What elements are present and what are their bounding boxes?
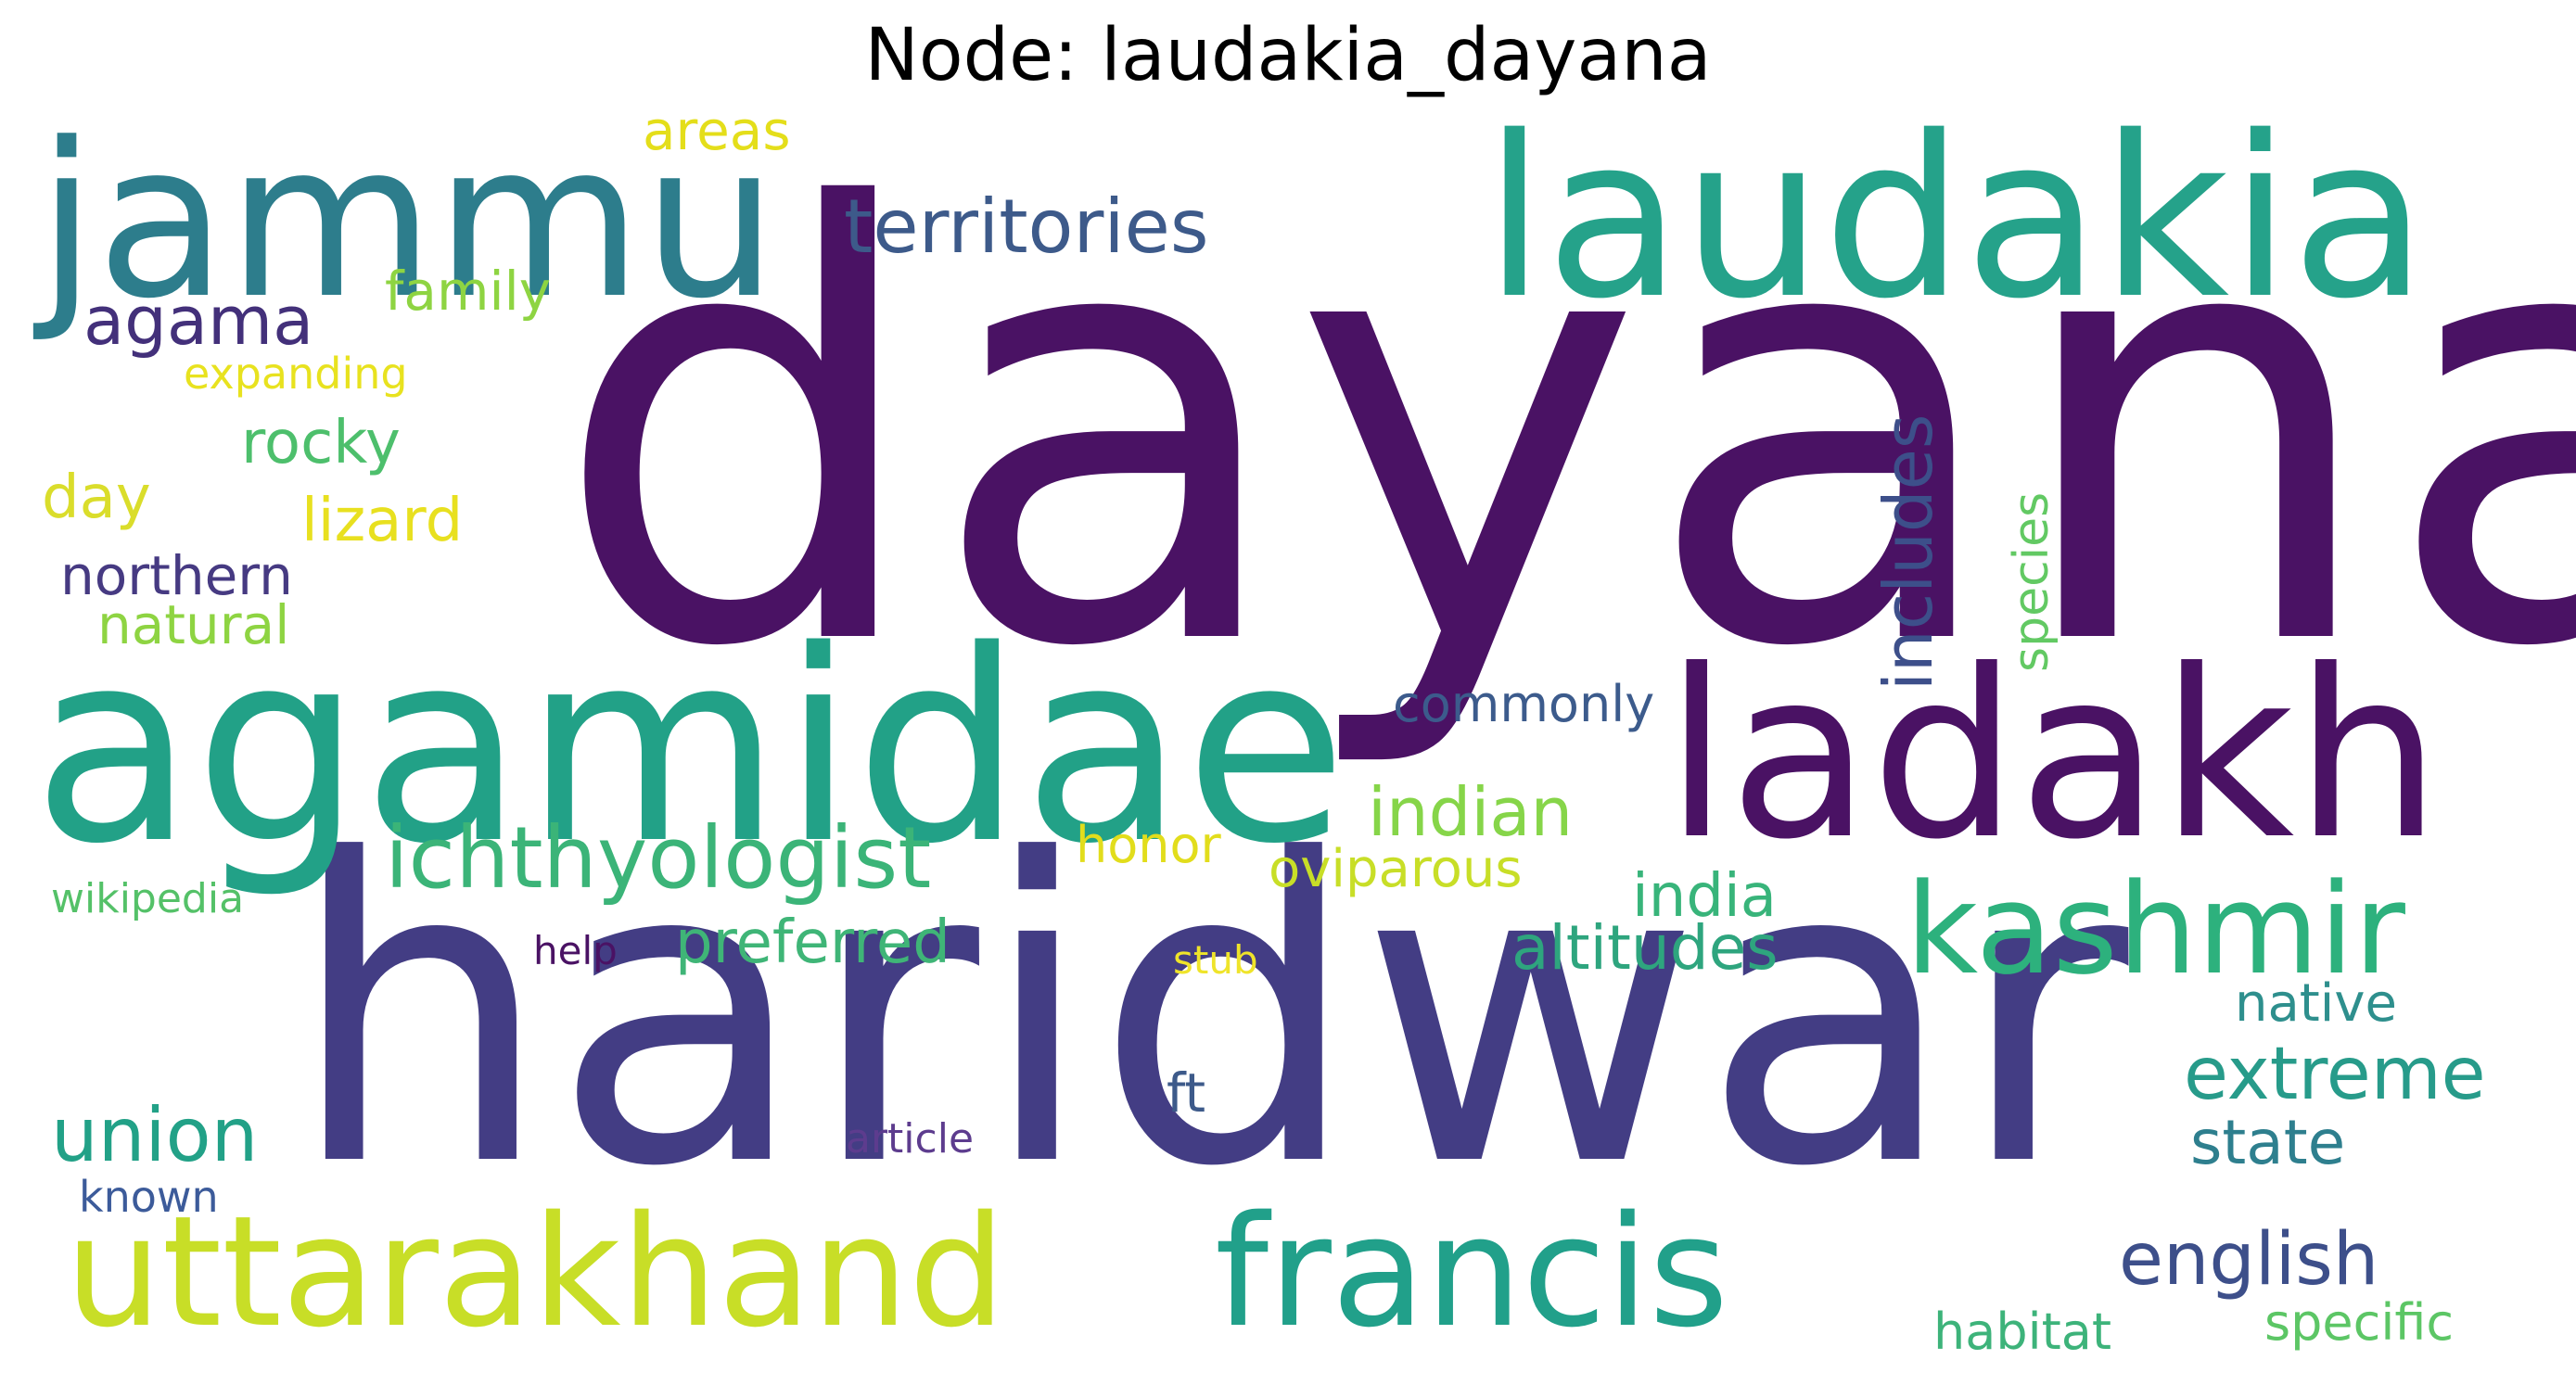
word-stub: stub	[1173, 937, 1258, 983]
word-uttarakhand: uttarakhand	[65, 1183, 1006, 1361]
word-habitat: habitat	[1933, 1303, 2112, 1361]
word-oviparous: oviparous	[1269, 839, 1523, 899]
word-natural: natural	[97, 593, 290, 656]
word-native: native	[2235, 973, 2397, 1034]
word-dayana: dayana	[552, 85, 2576, 776]
word-francis: francis	[1215, 1183, 1729, 1361]
word-honor: honor	[1076, 816, 1221, 874]
word-english: english	[2119, 1218, 2379, 1302]
word-specific: specific	[2264, 1293, 2455, 1352]
chart-title: Node: laudakia_dayana	[864, 14, 1712, 97]
word-agamidae: agamidae	[32, 594, 1347, 902]
word-indian: indian	[1368, 773, 1574, 851]
word-haridwar: haridwar	[287, 772, 2129, 1258]
word-help: help	[533, 928, 618, 973]
word-day: day	[42, 464, 151, 532]
word-species: species	[2004, 491, 2060, 672]
word-northern: northern	[60, 544, 293, 607]
word-altitudes: altitudes	[1511, 912, 1779, 984]
word-ichthyologist: ichthyologist	[385, 808, 932, 908]
word-article: article	[846, 1115, 975, 1163]
word-preferred: preferred	[675, 909, 950, 977]
word-commonly: commonly	[1393, 675, 1655, 733]
word-india: india	[1632, 862, 1777, 931]
word-includes: includes	[1869, 413, 1947, 691]
word-rocky: rocky	[241, 409, 401, 477]
word-ladakh: ladakh	[1664, 620, 2442, 890]
word-territories: territories	[844, 184, 1209, 270]
word-areas: areas	[643, 99, 791, 162]
word-expanding: expanding	[184, 349, 408, 399]
word-lizard: lizard	[301, 487, 464, 555]
word-known: known	[79, 1172, 219, 1222]
word-family: family	[385, 260, 552, 323]
word-union: union	[51, 1092, 259, 1178]
word-ft: ft	[1167, 1061, 1206, 1125]
word-kashmir: kashmir	[1906, 857, 2405, 1002]
word-jammu: jammu	[37, 98, 778, 346]
word-laudakia: laudakia	[1484, 88, 2429, 348]
word-state: state	[2190, 1107, 2346, 1178]
word-extreme: extreme	[2184, 1033, 2486, 1116]
word-agama: agama	[83, 282, 314, 360]
word-wikipedia: wikipedia	[51, 875, 245, 922]
